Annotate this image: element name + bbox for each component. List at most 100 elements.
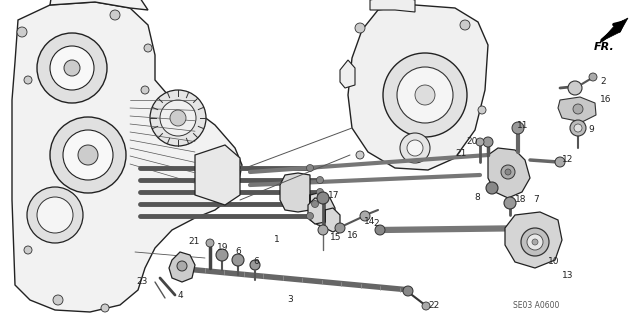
Text: 15: 15 [330,233,342,241]
Circle shape [50,46,94,90]
Text: 18: 18 [515,196,527,204]
Circle shape [206,239,214,247]
Text: 21: 21 [456,149,467,158]
Text: 13: 13 [562,271,573,279]
Text: 2: 2 [600,78,605,86]
Circle shape [555,157,565,167]
Circle shape [27,187,83,243]
Circle shape [318,225,328,235]
Circle shape [512,122,524,134]
Text: FR.: FR. [594,42,615,52]
Circle shape [24,246,32,254]
Text: SE03 A0600: SE03 A0600 [513,300,559,309]
Text: 12: 12 [562,155,573,165]
Circle shape [317,176,323,183]
Circle shape [64,60,80,76]
Circle shape [317,192,329,204]
Circle shape [568,81,582,95]
Text: 9: 9 [588,125,594,135]
Circle shape [144,44,152,52]
Circle shape [312,201,319,207]
Circle shape [141,86,149,94]
Circle shape [501,165,515,179]
Text: 19: 19 [217,242,228,251]
Polygon shape [488,148,530,198]
Circle shape [483,137,493,147]
Circle shape [101,304,109,312]
Circle shape [422,302,430,310]
Polygon shape [340,60,355,88]
Circle shape [476,138,484,146]
Circle shape [356,151,364,159]
Circle shape [460,20,470,30]
Text: 11: 11 [517,122,529,130]
Text: 7: 7 [533,196,539,204]
Circle shape [37,197,73,233]
Polygon shape [195,145,240,205]
Circle shape [486,182,498,194]
Circle shape [570,120,586,136]
Circle shape [250,260,260,270]
Circle shape [407,140,423,156]
Circle shape [307,165,314,172]
Circle shape [397,67,453,123]
Circle shape [177,261,187,271]
Circle shape [17,27,27,37]
Polygon shape [308,198,340,232]
Text: 14: 14 [364,218,375,226]
Circle shape [355,23,365,33]
Text: 21: 21 [189,238,200,247]
Circle shape [50,117,126,193]
Circle shape [400,133,430,163]
Circle shape [78,145,98,165]
Text: 2: 2 [373,219,379,227]
Circle shape [360,211,370,221]
Circle shape [573,104,583,114]
Text: 16: 16 [347,232,358,241]
Circle shape [307,212,314,219]
Circle shape [574,124,582,132]
Circle shape [504,197,516,209]
Circle shape [232,254,244,266]
Text: 6: 6 [253,257,259,266]
Polygon shape [558,97,596,122]
Circle shape [375,225,385,235]
Text: 10: 10 [548,257,559,266]
Polygon shape [169,252,195,282]
Circle shape [527,234,543,250]
Circle shape [532,239,538,245]
Circle shape [589,73,597,81]
Polygon shape [600,18,628,42]
Text: 22: 22 [428,300,439,309]
Polygon shape [50,0,148,10]
Text: 16: 16 [600,94,611,103]
Circle shape [403,286,413,296]
Text: 4: 4 [178,291,184,300]
Circle shape [110,10,120,20]
Circle shape [383,53,467,137]
Circle shape [150,90,206,146]
Circle shape [415,85,435,105]
Text: 6: 6 [235,248,241,256]
Circle shape [216,249,228,261]
Circle shape [317,189,323,196]
Text: 20: 20 [467,137,478,145]
Circle shape [63,130,113,180]
Circle shape [335,223,345,233]
Circle shape [505,169,511,175]
Circle shape [24,76,32,84]
Polygon shape [12,2,242,312]
Circle shape [160,100,196,136]
Circle shape [170,110,186,126]
Circle shape [521,228,549,256]
Text: 8: 8 [474,192,480,202]
Polygon shape [348,5,488,170]
Text: 17: 17 [328,190,339,199]
Text: 3: 3 [287,295,293,305]
Circle shape [53,295,63,305]
Text: 23: 23 [136,277,148,286]
Polygon shape [280,173,335,228]
Circle shape [478,106,486,114]
Polygon shape [505,212,562,268]
Polygon shape [370,0,415,12]
